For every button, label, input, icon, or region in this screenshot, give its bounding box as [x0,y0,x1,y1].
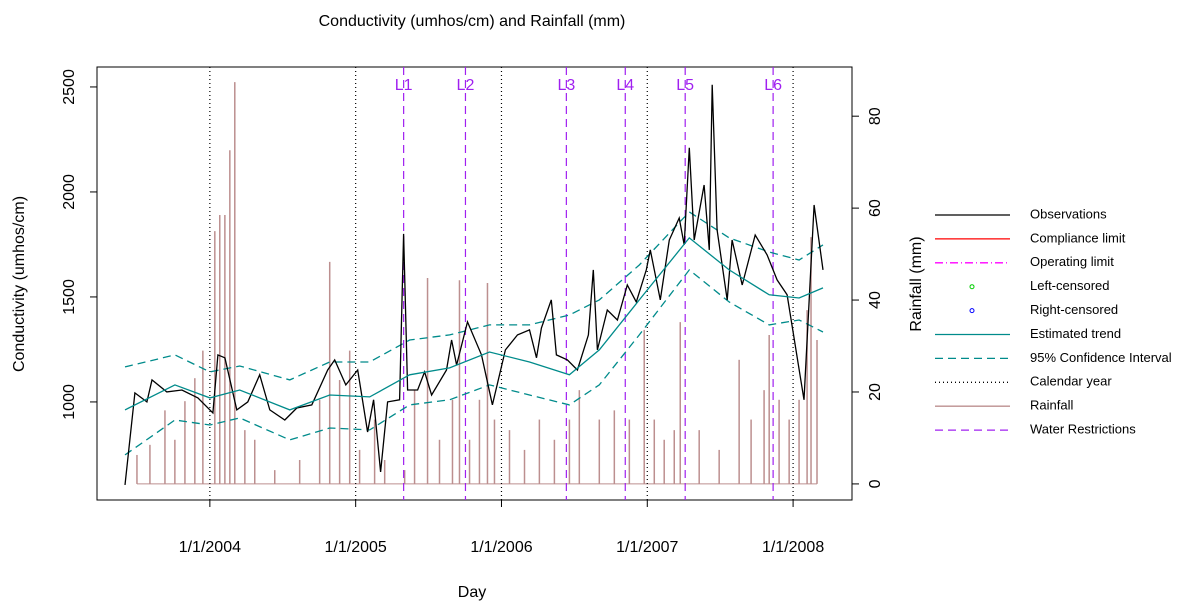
series-line [124,236,824,411]
legend-label: Calendar year [1030,374,1112,389]
y2-tick-label: 60 [867,199,884,217]
legend-label: 95% Confidence Interval [1030,350,1172,365]
x-tick-label: 1/1/2007 [616,539,678,556]
y2-tick-label: 80 [867,107,884,125]
x-tick-label: 1/1/2008 [762,539,824,556]
chart-title: Conductivity (umhos/cm) and Rainfall (mm… [319,13,626,30]
x-tick-label: 1/1/2005 [325,539,387,556]
legend-label: Operating limit [1030,254,1114,269]
legend-label: Right-censored [1030,302,1118,317]
restriction-label: L2 [457,77,475,94]
restriction-label: L1 [395,77,413,94]
y2-tick-label: 20 [867,383,884,401]
ci-lower [124,268,824,456]
legend-label: Estimated trend [1030,326,1121,341]
restriction-label: L3 [557,77,575,94]
plot-frame [96,66,853,501]
restriction-label: L6 [764,77,782,94]
ci-upper [124,211,824,381]
legend-symbol [969,308,975,314]
y2-axis-label: Rainfall (mm) [908,236,925,331]
legend-label: Observations [1030,206,1107,221]
legend-label: Rainfall [1030,398,1073,413]
y-tick-label: 1500 [61,279,78,315]
y-axis-label: Conductivity (umhos/cm) [11,196,28,372]
legend-label: Water Restrictions [1030,422,1136,437]
y-tick-label: 2000 [61,174,78,210]
legend-symbol [969,284,975,290]
x-tick-label: 1/1/2004 [179,539,241,556]
x-axis-label: Day [458,584,486,601]
y2-tick-label: 0 [867,479,884,488]
restriction-label: L5 [676,77,694,94]
x-tick-label: 1/1/2006 [470,539,532,556]
y-tick-label: 2500 [61,69,78,105]
y2-tick-label: 40 [867,291,884,309]
legend-label: Compliance limit [1030,230,1126,245]
y-tick-label: 1000 [61,384,78,420]
restriction-label: L4 [616,77,634,94]
series-line [124,84,824,485]
legend-label: Left-censored [1030,278,1110,293]
